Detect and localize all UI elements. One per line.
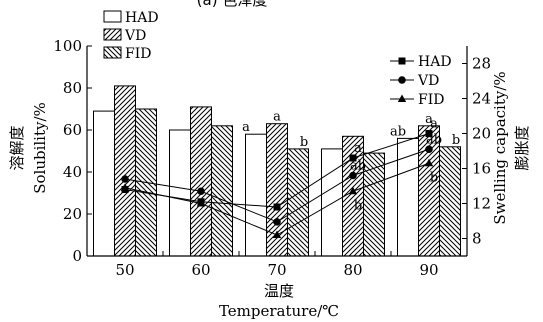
line-label-had-80: a: [354, 141, 362, 156]
y-right-tick-label-20: 20: [472, 125, 491, 143]
legend-marker-fid: [397, 94, 407, 102]
bar-had-70: [245, 133, 267, 257]
point-vd-80: [349, 171, 357, 180]
y-right-tick-label-12: 12: [472, 195, 491, 213]
x-tick-label-50: 50: [115, 261, 134, 279]
x-tick-label-80: 80: [343, 261, 362, 279]
line-label-vd-80: ab: [350, 159, 366, 174]
line-label-vd-90: ab: [426, 132, 442, 147]
bar-label-had-70: a: [242, 120, 250, 135]
bar-legend: HAD VD FID: [103, 10, 159, 62]
point-had-70: [273, 203, 281, 211]
y-left-tick-label-20: 20: [63, 205, 82, 223]
bar-had-80: [321, 148, 343, 257]
y-left-label-en: Solubility/%: [31, 102, 49, 194]
legend-bar-label-vd: VD: [124, 28, 146, 44]
x-label-en: Temperature/℃: [219, 302, 339, 320]
point-had-80: [349, 154, 357, 162]
x-label-cn: 温度: [264, 282, 294, 300]
bar-label-fid-90: b: [452, 133, 460, 148]
bar-vd-60: [190, 106, 212, 257]
line-label-fid-90: b: [430, 170, 438, 185]
point-fid-80: [348, 186, 358, 195]
legend-marker-had: [398, 57, 406, 65]
bar-fid-90: [439, 146, 461, 257]
y-right-tick-label-16: 16: [472, 160, 491, 178]
bar-fid-70: [287, 148, 309, 257]
x-tick-label-70: 70: [267, 261, 286, 279]
line-label-had-90: a: [430, 117, 438, 132]
point-fid-90: [424, 158, 434, 167]
legend-bar-swatch-vd: [103, 28, 122, 41]
y-right-label-cn: 膨胀度: [513, 125, 531, 170]
axes: 0 20 40 60 80 100 8 12 16 20 24 28 50 60 70 80 90: [53, 37, 491, 279]
legend-line-label-vd: VD: [417, 73, 439, 89]
chart-title: (a) 色泽度: [197, 0, 268, 9]
y-right-label-en: Swelling capacity/%: [491, 71, 509, 224]
legend-bar-label-fid: FID: [125, 46, 151, 62]
point-vd-70: [273, 218, 281, 226]
bar-label-fid-70: b: [300, 135, 308, 150]
legend-bar-label-had: HAD: [125, 10, 159, 26]
point-vd-90: [425, 145, 433, 154]
bar-label-vd-70: a: [273, 110, 281, 125]
bar-had-60: [169, 129, 191, 257]
bar-label-had-90: ab: [390, 124, 406, 139]
x-tick-label-60: 60: [191, 261, 210, 279]
line-legend: HAD VD FID: [390, 54, 452, 108]
y-left-tick-label-100: 100: [53, 37, 82, 55]
legend-marker-vd: [398, 76, 406, 84]
y-left-tick-label-40: 40: [63, 163, 82, 181]
point-fid-60: [196, 199, 206, 207]
point-vd-50: [121, 175, 129, 183]
y-right-tick-label-24: 24: [472, 90, 491, 108]
legend-line-label-fid: FID: [418, 92, 444, 108]
line-label-fid-80: b: [354, 198, 362, 213]
bar-had-50: [93, 110, 115, 257]
x-tick-label-90: 90: [419, 261, 438, 279]
bar-fid-60: [211, 125, 233, 257]
y-left-tick-label-60: 60: [63, 121, 82, 139]
y-right-tick-label-8: 8: [472, 230, 482, 248]
y-left-tick-label-0: 0: [72, 247, 82, 265]
y-right-tick-label-28: 28: [472, 55, 491, 73]
y-left-label-cn: 溶解度: [8, 125, 26, 170]
line-layer: [120, 130, 434, 238]
legend-bar-swatch-fid: [103, 46, 122, 59]
bar-vd-50: [114, 85, 136, 257]
point-had-90: [425, 130, 433, 137]
bar-label-vd-90: a: [425, 112, 433, 127]
point-vd-60: [197, 187, 205, 196]
point-fid-70: [272, 230, 282, 238]
point-fid-50: [120, 183, 130, 191]
legend-bar-swatch-had: [103, 10, 122, 23]
y-left-tick-label-80: 80: [63, 79, 82, 97]
legend-line-label-had: HAD: [418, 54, 452, 70]
